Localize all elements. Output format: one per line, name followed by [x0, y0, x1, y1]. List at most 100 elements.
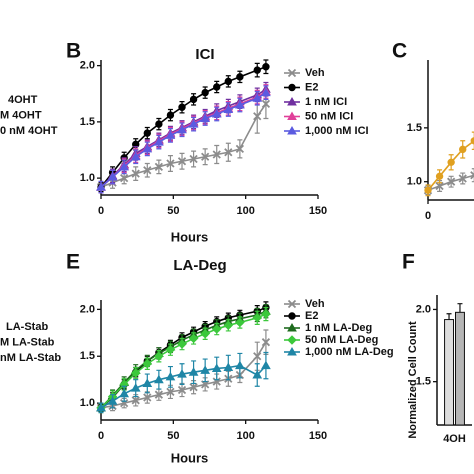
- error-bar: [446, 313, 452, 320]
- marker: [200, 113, 211, 122]
- legend-label: Veh: [305, 67, 325, 79]
- legend-label: 1,000 nM ICI: [305, 125, 369, 137]
- legend-label: M 4OHT: [0, 109, 42, 121]
- marker: [261, 99, 271, 109]
- panel-label: C: [392, 40, 407, 63]
- y-tick-label: 1.0: [80, 397, 95, 409]
- marker: [235, 317, 245, 328]
- legend-label: 1 nM LA-Deg: [305, 322, 372, 334]
- panel-label: F: [402, 251, 415, 274]
- y-tick-label: 2.0: [416, 303, 431, 315]
- marker: [189, 154, 198, 164]
- legend-label: LA-Stab: [6, 321, 48, 333]
- marker: [224, 77, 233, 86]
- marker: [435, 172, 444, 181]
- marker: [177, 385, 187, 395]
- y-tick-label: 2.0: [80, 303, 95, 315]
- marker: [155, 120, 163, 128]
- marker: [165, 344, 176, 355]
- x-tick-label: 150: [309, 430, 327, 442]
- marker: [177, 369, 187, 378]
- marker: [470, 137, 474, 145]
- marker: [459, 145, 467, 154]
- legend-marker: [287, 299, 297, 309]
- marker: [236, 73, 244, 81]
- error-bar: [457, 303, 463, 313]
- x-tick-label: 150: [309, 205, 327, 217]
- marker: [201, 88, 209, 97]
- bar: [455, 311, 465, 426]
- marker: [188, 333, 199, 344]
- marker: [120, 173, 129, 183]
- marker: [252, 369, 263, 379]
- marker: [165, 371, 176, 381]
- legend-label: 1,000 nM LA-Deg: [305, 346, 394, 358]
- marker: [189, 95, 198, 104]
- bar: [444, 319, 454, 426]
- marker: [458, 174, 467, 183]
- marker: [130, 383, 141, 392]
- legend-marker: [288, 83, 296, 92]
- legend-marker: [287, 96, 297, 106]
- marker: [447, 177, 456, 186]
- marker: [142, 359, 153, 369]
- series: [424, 131, 474, 197]
- marker: [211, 108, 222, 118]
- legend-marker: [287, 68, 297, 78]
- y-tick-label: 1.0: [407, 176, 422, 188]
- legend-label: M LA-Stab: [0, 336, 55, 348]
- legend-label: E2: [305, 81, 318, 93]
- marker: [154, 390, 164, 399]
- marker: [261, 309, 271, 319]
- x-tick-label: 0: [98, 205, 104, 217]
- marker: [212, 150, 221, 159]
- marker: [177, 339, 187, 349]
- marker: [252, 313, 262, 323]
- legend-marker: [287, 111, 297, 120]
- legend-marker: [287, 335, 297, 345]
- series: [96, 306, 271, 414]
- panel-label: B: [66, 40, 81, 63]
- marker: [261, 360, 271, 370]
- marker: [142, 378, 153, 387]
- legend-marker: [287, 346, 297, 356]
- legend-label: nM LA-Stab: [0, 352, 61, 364]
- marker: [131, 396, 140, 405]
- marker: [262, 63, 270, 71]
- y-axis-label: Normalized Cell Count: [407, 321, 419, 439]
- y-tick-label: 1.5: [407, 122, 422, 134]
- chart-title: LA-Deg: [173, 257, 226, 274]
- marker: [96, 182, 106, 191]
- x-axis-label: Hours: [171, 229, 209, 244]
- x-tick-label: 50: [167, 205, 179, 217]
- marker: [200, 365, 211, 374]
- marker: [235, 360, 245, 370]
- chart-title: ICI: [195, 46, 214, 63]
- y-tick-label: 2.0: [80, 60, 95, 72]
- marker: [252, 93, 263, 102]
- marker: [188, 367, 199, 376]
- marker: [261, 338, 271, 347]
- marker: [154, 351, 164, 361]
- marker: [166, 159, 175, 168]
- marker: [253, 112, 262, 121]
- marker: [211, 363, 222, 372]
- legend-marker: [287, 125, 297, 135]
- marker: [131, 368, 141, 378]
- marker: [154, 162, 164, 172]
- x-tick-label: 0: [98, 430, 104, 442]
- marker: [212, 324, 222, 334]
- marker: [447, 158, 455, 167]
- marker: [177, 124, 187, 134]
- marker: [178, 103, 186, 111]
- y-tick-label: 1.5: [416, 376, 431, 388]
- y-tick-label: 1.5: [80, 350, 95, 362]
- marker: [119, 161, 130, 171]
- x-tick-label: 100: [236, 205, 254, 217]
- y-tick-label: 1.0: [80, 172, 95, 184]
- x-tick-label: 50: [167, 430, 179, 442]
- marker: [119, 388, 130, 398]
- marker: [261, 87, 271, 97]
- marker: [131, 169, 140, 178]
- legend-label: Veh: [305, 298, 325, 310]
